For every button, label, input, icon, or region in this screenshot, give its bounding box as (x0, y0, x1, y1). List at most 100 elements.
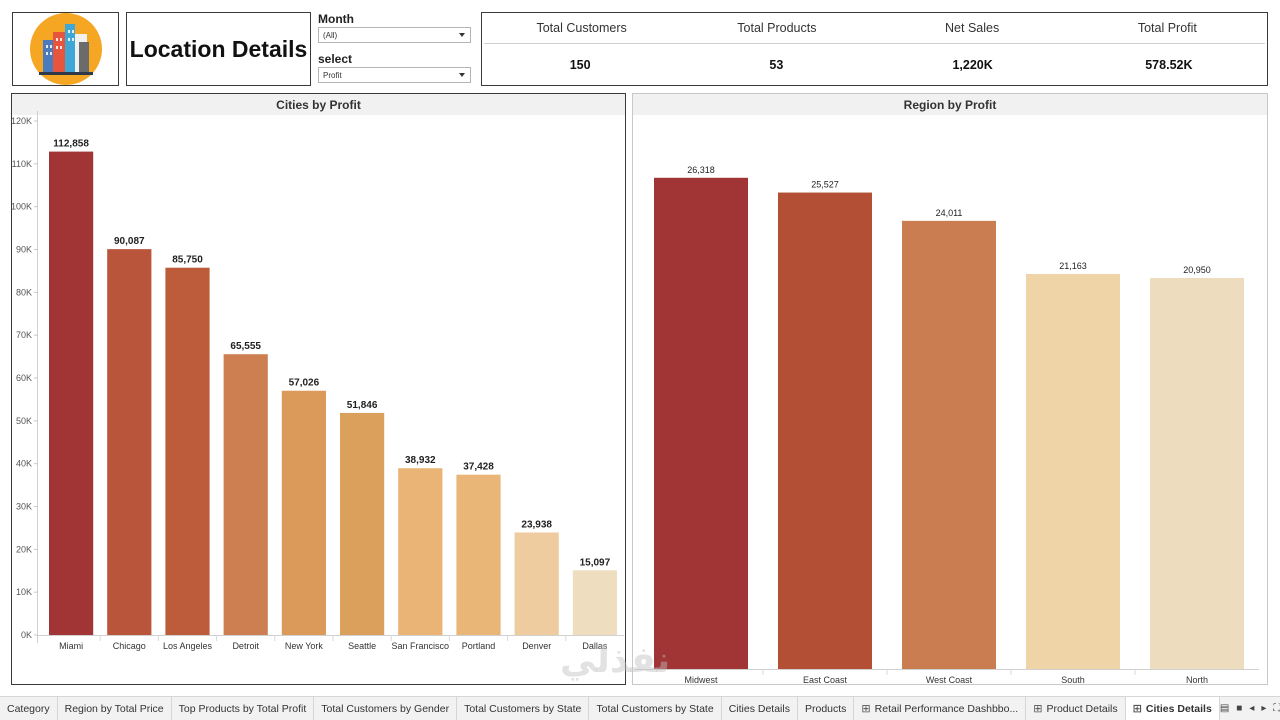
region-chart-title: Region by Profit (633, 94, 1267, 115)
tab-label: Total Customers by State (464, 702, 582, 715)
bar-los-angeles (165, 267, 210, 635)
data-label: 15,097 (580, 557, 611, 568)
tab-region-by-total-price[interactable]: Region by Total Price (58, 697, 172, 720)
x-tick-label: Portland (462, 641, 496, 651)
tab-total-customers-by-state[interactable]: Total Customers by State (589, 697, 722, 720)
bar-midwest (654, 177, 748, 669)
x-tick-label: Midwest (684, 675, 718, 685)
data-label: 26,318 (687, 165, 715, 175)
y-tick-label: 50K (16, 416, 32, 426)
tab-retail-performance-dashbbo[interactable]: ⊞ Retail Performance Dashbbo... (854, 697, 1027, 720)
y-tick-label: 40K (16, 459, 32, 469)
dashboard-grid-icon: ⊞ (1132, 703, 1142, 715)
x-tick-label: Seattle (348, 641, 376, 651)
tab-top-products-by-total-profit[interactable]: Top Products by Total Profit (172, 697, 315, 720)
data-label: 25,527 (811, 180, 839, 190)
chevron-down-icon (459, 33, 465, 37)
title-box: Location Details (126, 12, 311, 86)
month-dropdown[interactable]: (All) (318, 27, 471, 43)
cities-by-profit-panel: Cities by Profit 0K 10K 20K 30K 40K 50K 60K 70K… (11, 93, 626, 685)
tab-label: Top Products by Total Profit (178, 702, 307, 715)
kpi-label-total-products: Total Products (737, 21, 817, 35)
x-tick-label: Los Angeles (163, 641, 213, 651)
tab-category[interactable]: Category (0, 697, 58, 720)
measure-dropdown[interactable]: Profit (318, 67, 471, 83)
tab-cities-details[interactable]: ⊞ Cities Details (1125, 697, 1220, 720)
region-by-profit-panel: Region by Profit 26,318 Midwest 25,527 East… (632, 93, 1268, 685)
month-filter-label: Month (318, 12, 354, 26)
bar-seattle (340, 412, 385, 635)
bar-chicago (107, 249, 152, 635)
tab-label: Cities Details (728, 702, 790, 715)
cities-bar-chart: 0K 10K 20K 30K 40K 50K 60K 70K 80K 90K 100K 110K 120… (12, 111, 624, 651)
y-tick-label: 120K (12, 116, 32, 126)
measure-dropdown-value: Profit (323, 71, 342, 80)
x-tick-label: West Coast (926, 675, 973, 685)
tab-total-customers-by-gender[interactable]: Total Customers by Gender (314, 697, 458, 720)
tab-product-details[interactable]: ⊞ Product Details (1026, 697, 1126, 720)
show-tabs-icon[interactable]: ▤ (1219, 703, 1230, 714)
city-buildings-icon (29, 13, 102, 85)
data-label: 20,950 (1183, 265, 1211, 275)
x-tick-label: Denver (522, 641, 551, 651)
tab-label: Retail Performance Dashbbo... (874, 702, 1019, 715)
data-label: 23,938 (521, 519, 552, 530)
tab-label: Cities Details (1145, 702, 1212, 715)
cities-chart-title: Cities by Profit (12, 94, 625, 115)
bar-dallas (572, 570, 617, 635)
x-tick-label: South (1061, 675, 1085, 685)
data-label: 21,163 (1059, 261, 1087, 271)
dashboard-grid-icon: ⊞ (1033, 703, 1043, 715)
data-label: 90,087 (114, 236, 145, 247)
x-tick-label: San Francisco (392, 641, 450, 651)
bar-denver (514, 532, 559, 635)
tab-label: Category (7, 702, 50, 715)
data-label: 112,858 (53, 139, 89, 150)
y-tick-label: 100K (12, 202, 32, 212)
kpi-label-total-customers: Total Customers (536, 21, 627, 35)
y-tick-label: 110K (12, 159, 32, 169)
x-tick-label: Chicago (113, 641, 146, 651)
filmstrip-icon[interactable]: ■ (1236, 703, 1243, 714)
filter-area: Month (All) select Profit (318, 12, 474, 86)
kpi-value-total-profit: 578.52K (1145, 57, 1193, 72)
bar-detroit (223, 354, 268, 635)
region-bar-chart: 26,318 Midwest 25,527 East Coast 24,011 West … (635, 165, 1259, 685)
bar-west-coast (902, 220, 996, 669)
kpi-value-total-products: 53 (769, 57, 784, 72)
kpi-value-net-sales: 1,220K (952, 57, 993, 72)
data-label: 38,932 (405, 455, 436, 466)
page-title: Location Details (129, 35, 308, 62)
bar-north (1150, 277, 1244, 669)
tab-total-customers-by-state[interactable]: Total Customers by State (457, 697, 590, 720)
prev-tab-icon[interactable]: ◂ (1249, 703, 1255, 714)
bar-miami (49, 151, 94, 636)
kpi-box: Total Customers Total Products Net Sales… (481, 12, 1268, 86)
tab-cities-details[interactable]: Cities Details (722, 697, 798, 720)
x-tick-label: Dallas (582, 641, 608, 651)
data-label: 57,026 (289, 378, 320, 389)
measure-filter-label: select (318, 52, 353, 66)
dashboard-grid-icon: ⊞ (861, 703, 871, 715)
kpi-label-net-sales: Net Sales (945, 21, 1000, 35)
data-label: 65,555 (230, 341, 261, 352)
kpi-label-total-profit: Total Profit (1137, 21, 1197, 35)
x-tick-label: North (1186, 675, 1208, 685)
tab-controls: ▤■◂▸⛶⤢ (1220, 703, 1280, 714)
fit-screen-icon[interactable]: ⛶ (1273, 703, 1280, 714)
data-label: 37,428 (463, 462, 494, 473)
y-tick-label: 90K (16, 245, 32, 255)
next-tab-icon[interactable]: ▸ (1261, 703, 1267, 714)
kpi-value-total-customers: 150 (569, 57, 591, 72)
data-label: 24,011 (936, 208, 963, 218)
tab-products[interactable]: Products (798, 697, 855, 720)
y-tick-label: 30K (16, 502, 32, 512)
bar-portland (456, 474, 501, 635)
logo-box (12, 12, 119, 86)
bar-south (1026, 274, 1120, 669)
data-label: 85,750 (172, 255, 203, 266)
tab-label: Region by Total Price (64, 702, 164, 715)
y-tick-label: 60K (16, 373, 32, 383)
tab-label: Product Details (1046, 702, 1118, 715)
sheet-tab-bar: Category Region by Total Price Top Product… (0, 696, 1280, 720)
